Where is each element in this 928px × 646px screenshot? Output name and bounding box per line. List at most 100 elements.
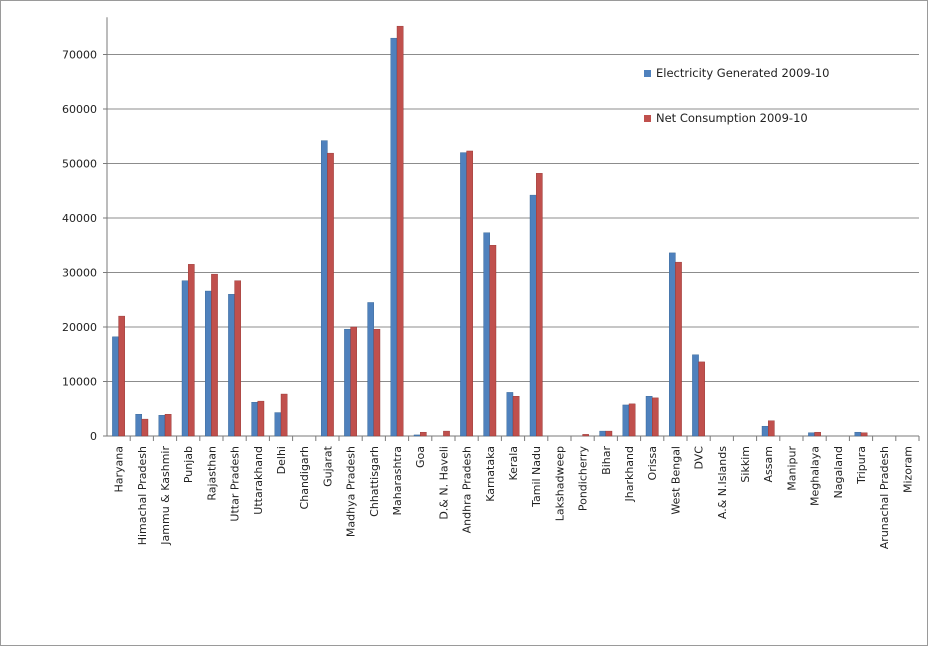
bar-consumption <box>628 403 636 437</box>
bar-generated <box>854 431 862 437</box>
bar-consumption <box>396 25 404 437</box>
bar-consumption <box>652 397 659 437</box>
bar-generated <box>692 354 699 437</box>
bar-consumption <box>605 430 613 437</box>
category-label: Sikkim <box>739 446 752 483</box>
bar-consumption <box>768 420 775 437</box>
y-tick-label: 20000 <box>62 321 97 334</box>
bar-generated <box>460 152 467 437</box>
bar-consumption <box>536 173 543 437</box>
bar-consumption <box>373 328 381 437</box>
category-label: A.& N.Islands <box>716 446 729 519</box>
category-label: Jharkhand <box>623 446 636 503</box>
category-label: Bihar <box>600 446 613 475</box>
bar-consumption <box>118 315 125 437</box>
bar-consumption <box>141 418 149 437</box>
legend-swatch <box>644 70 651 77</box>
category-label: Karnataka <box>484 446 497 502</box>
category-label: Uttarakhand <box>252 446 265 515</box>
bar-generated <box>808 432 815 437</box>
bar-generated <box>204 290 212 437</box>
category-label: West Bengal <box>669 446 682 515</box>
category-label: Meghalaya <box>809 446 822 506</box>
bar-generated <box>622 404 630 437</box>
y-tick-label: 70000 <box>62 49 97 62</box>
bar-generated <box>321 140 328 437</box>
category-label: Lakshadweep <box>553 446 566 521</box>
category-label: Assam <box>762 446 775 482</box>
category-label: Madhya Pradesh <box>345 446 358 537</box>
category-label: Kerala <box>507 446 520 481</box>
bar-consumption <box>489 245 497 437</box>
bar-consumption <box>187 264 195 437</box>
category-label: Haryana <box>113 446 126 493</box>
bar-consumption <box>512 396 520 437</box>
category-label: Mizoram <box>901 446 914 493</box>
bar-consumption <box>675 261 682 437</box>
category-label: Maharashtra <box>391 446 404 516</box>
bar-generated <box>135 414 143 437</box>
bar-consumption <box>420 431 427 437</box>
bar-generated <box>251 402 259 437</box>
y-tick-label: 50000 <box>62 158 97 171</box>
bar-consumption <box>860 432 868 437</box>
bar-generated <box>645 396 653 437</box>
category-label: Arunachal Pradesh <box>878 446 891 549</box>
category-label: Pondicherry <box>577 446 590 512</box>
category-label: Orissa <box>646 446 659 480</box>
category-label: Goa <box>414 446 427 468</box>
bar-consumption <box>350 326 358 437</box>
bar-consumption <box>211 273 218 437</box>
category-label: Punjab <box>182 446 195 483</box>
category-label: Chhattisgarh <box>368 446 381 517</box>
category-label: Tamil Nadu <box>530 446 543 508</box>
bar-generated <box>344 328 351 437</box>
bar-generated <box>669 252 676 437</box>
y-tick-label: 10000 <box>62 376 97 389</box>
bar-generated <box>413 434 421 437</box>
y-tick-label: 30000 <box>62 267 97 280</box>
bar-generated <box>181 280 189 437</box>
legend-swatch <box>644 115 651 122</box>
bar-generated <box>367 302 375 437</box>
category-label: Delhi <box>275 446 288 474</box>
category-label: Manipur <box>785 446 798 491</box>
bar-consumption <box>698 361 705 437</box>
bar-generated <box>483 232 491 437</box>
bar-generated <box>506 392 514 437</box>
y-tick-label: 0 <box>90 430 97 443</box>
bar-consumption <box>443 430 450 437</box>
category-label: Himachal Pradesh <box>136 446 149 545</box>
bar-generated <box>529 194 537 437</box>
bar-generated <box>112 336 119 437</box>
y-tick-label: 40000 <box>62 212 97 225</box>
bar-consumption <box>257 400 265 437</box>
bar-consumption <box>164 414 172 437</box>
bar-consumption <box>327 152 334 437</box>
category-label: Tripura <box>855 446 868 485</box>
legend-label: Net Consumption 2009-10 <box>656 111 808 125</box>
category-label: Jammu & Kashmir <box>159 446 172 546</box>
category-label: D.& N. Haveli <box>437 446 450 520</box>
category-label: Andhra Pradesh <box>461 446 474 533</box>
category-label: Nagaland <box>832 446 845 498</box>
bar-generated <box>761 425 769 437</box>
category-label: DVC <box>693 446 706 470</box>
legend-label: Electricity Generated 2009-10 <box>656 66 830 80</box>
bar-generated <box>599 430 606 437</box>
bar-generated <box>158 415 166 437</box>
bar-consumption <box>466 150 474 437</box>
bar-generated <box>228 294 235 437</box>
bar-generated <box>390 37 398 437</box>
y-tick-label: 60000 <box>62 103 97 116</box>
bar-consumption <box>582 434 589 437</box>
bar-consumption <box>280 393 288 437</box>
bar-consumption <box>814 431 821 437</box>
category-label: Gujarat <box>321 445 334 487</box>
category-label: Uttar Pradesh <box>229 446 242 522</box>
category-label: Rajasthan <box>205 446 218 501</box>
category-label: Chandigarh <box>298 446 311 509</box>
bar-generated <box>274 412 282 437</box>
